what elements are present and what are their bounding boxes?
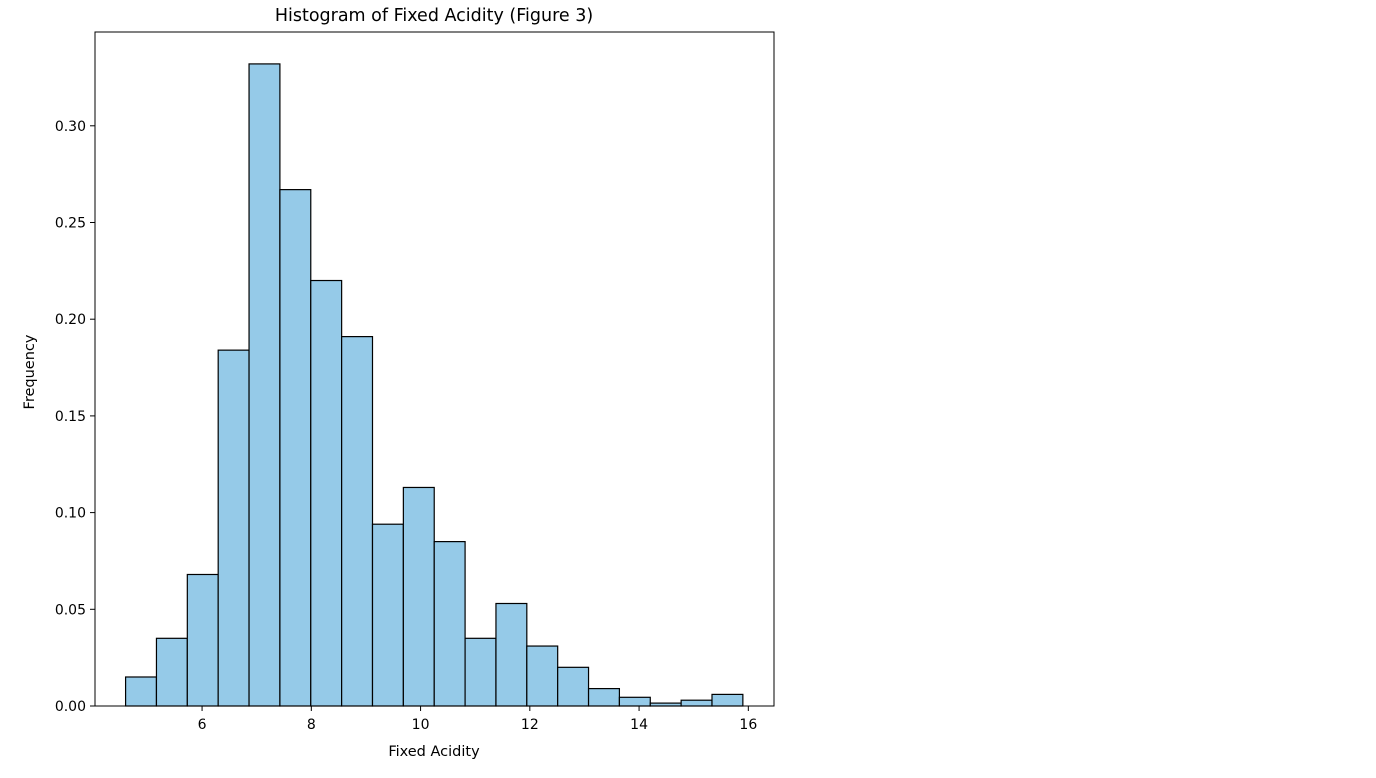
histogram-bar (155, 637, 188, 707)
histogram-bar (433, 541, 466, 707)
histogram-bar (711, 693, 744, 707)
x-tick-label: 16 (739, 717, 757, 733)
histogram-bar (186, 573, 219, 707)
histogram-bar (217, 349, 250, 707)
histogram-bar (248, 63, 281, 707)
y-tick-label: 0.10 (55, 506, 86, 522)
y-tick-label: 0.30 (55, 119, 86, 135)
y-axis: 0.00 0.05 0.10 0.15 0.20 0.25 0.30 (55, 119, 95, 715)
histogram-bar (279, 189, 312, 707)
y-tick-label: 0.00 (55, 699, 86, 715)
histogram-bar (557, 666, 590, 707)
histogram-bar (495, 602, 528, 707)
x-tick-label: 8 (307, 717, 316, 733)
y-axis-label: Frequency (22, 334, 38, 409)
bars-layer (124, 63, 744, 707)
histogram-bar (124, 676, 158, 707)
histogram-bar (680, 699, 713, 707)
histogram-bar (371, 523, 404, 707)
histogram-bar (587, 687, 621, 707)
histogram-bar (341, 336, 374, 707)
histogram-bar (526, 645, 559, 707)
x-tick-label: 12 (521, 717, 539, 733)
histogram-bar (464, 637, 497, 707)
y-tick-label: 0.20 (55, 312, 86, 328)
y-tick-label: 0.25 (55, 215, 86, 231)
histogram-bar (618, 696, 651, 707)
plot-frame (94, 31, 775, 707)
x-tick-label: 14 (630, 717, 648, 733)
x-axis: 6 8 10 12 14 16 (198, 706, 757, 733)
x-axis-label: Fixed Acidity (388, 744, 480, 760)
histogram-bar (402, 486, 435, 707)
x-tick-label: 10 (412, 717, 430, 733)
histogram-bar (310, 279, 343, 707)
chart-title: Histogram of Fixed Acidity (Figure 3) (275, 6, 593, 26)
y-tick-label: 0.05 (55, 602, 86, 618)
x-tick-label: 6 (198, 717, 207, 733)
y-tick-label: 0.15 (55, 409, 86, 425)
